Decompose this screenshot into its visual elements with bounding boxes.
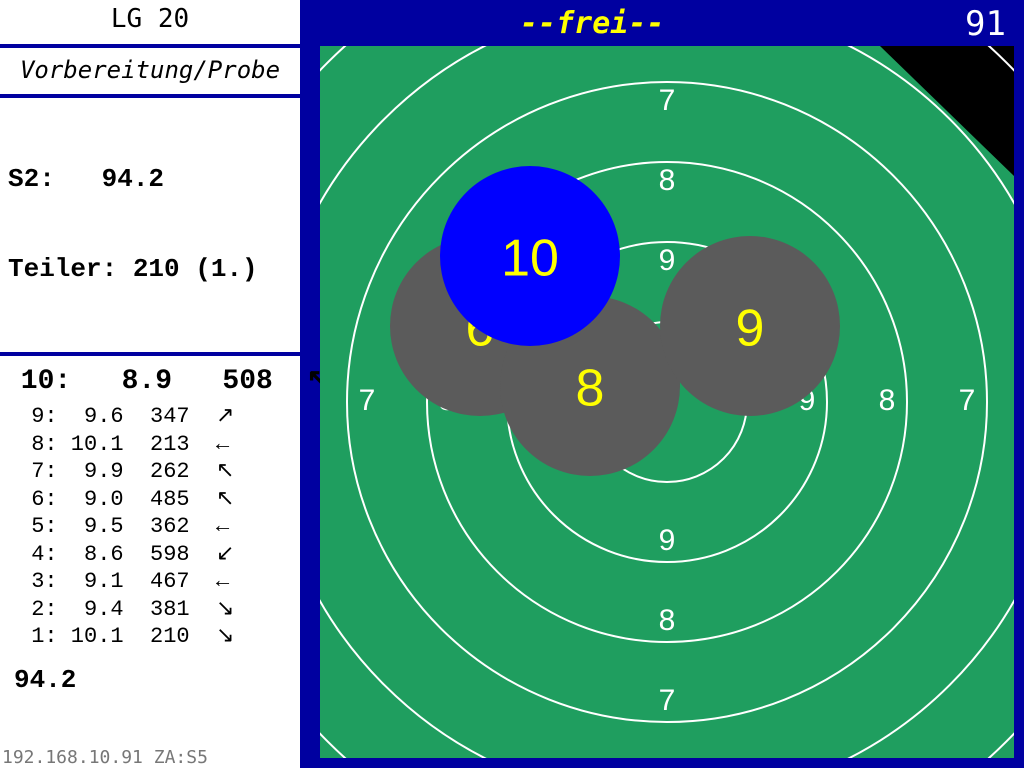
ring-number: 9 [659,244,676,277]
status-label: --frei-- [520,6,665,41]
teiler-label: Teiler: [8,254,117,284]
ring-number: 8 [879,384,896,417]
shot-row: 7: 9.9 262 ↖ [18,458,296,486]
ring-number: 8 [659,164,676,197]
mode-label: Vorbereitung/Probe [0,48,300,98]
shot-row: 5: 9.5 362 ← [18,513,296,541]
discipline-title: LG 20 [0,0,300,48]
shot-row: 4: 8.6 598 ↙ [18,541,296,569]
shot-label: 9 [736,300,765,358]
footer-za: ZA:S5 [154,747,208,768]
shot-label: 10 [501,230,559,288]
series-label: S2: [8,164,55,194]
shot-row: 8: 10.1 213 ← [18,431,296,459]
ring-number: 7 [359,384,376,417]
shot-row: 9: 9.6 347 ↗ [18,403,296,431]
shot-row: 6: 9.0 485 ↖ [18,486,296,514]
shot-label: 8 [576,360,605,418]
target-svg: 9999888877776666555568910 [320,46,1014,758]
latest-shot-row: 10: 8.9 508 ↖ [4,362,296,397]
left-panel: LG 20 Vorbereitung/Probe S2: 94.2 Teiler… [0,0,300,768]
shot-row: 3: 9.1 467 ← [18,568,296,596]
lane-number: 91 [965,4,1006,44]
series-box: S2: 94.2 Teiler: 210 (1.) [0,98,300,356]
shot-row: 2: 9.4 381 ↘ [18,596,296,624]
teiler-value: 210 (1.) [133,254,258,284]
footer-info: 192.168.10.91 ZA:S5 [2,747,208,768]
ring-number: 8 [659,604,676,637]
shots-list: 10: 8.9 508 ↖ 9: 9.6 347 ↗ 8: 10.1 213 ←… [0,356,300,768]
footer-ip: 192.168.10.91 [2,747,143,768]
series-sum: 94.2 [4,665,296,695]
ring-number: 7 [659,684,676,717]
shot-row: 1: 10.1 210 ↘ [18,623,296,651]
ring-number: 7 [659,84,676,117]
ring-number: 7 [959,384,976,417]
target-area: 9999888877776666555568910 [320,46,1014,758]
series-value: 94.2 [102,164,164,194]
ring-number: 9 [659,524,676,557]
